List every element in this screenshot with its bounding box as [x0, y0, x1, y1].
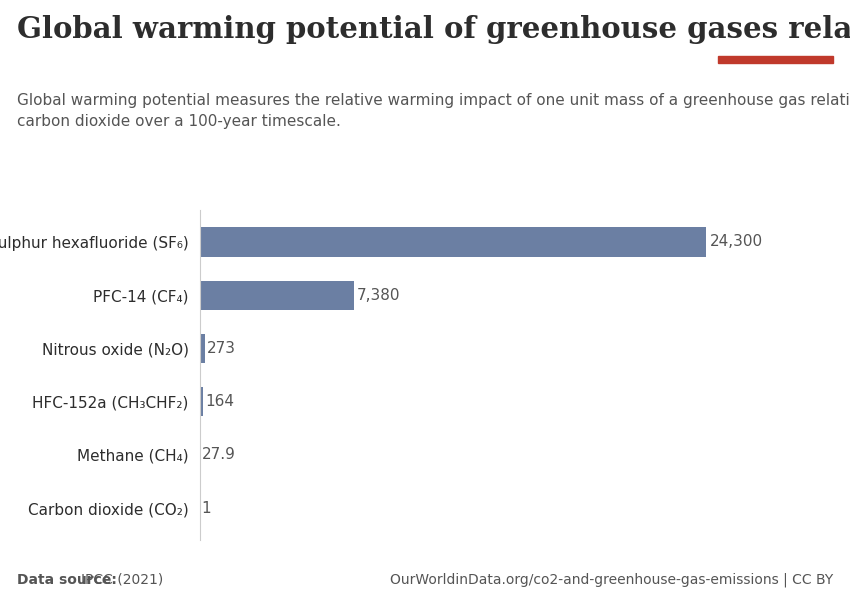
Text: OurWorldinData.org/co2-and-greenhouse-gas-emissions | CC BY: OurWorldinData.org/co2-and-greenhouse-ga…: [390, 572, 833, 587]
Text: 273: 273: [207, 341, 236, 356]
Text: 7,380: 7,380: [357, 287, 400, 302]
Text: Global warming potential of greenhouse gases relative to CO₂: Global warming potential of greenhouse g…: [17, 15, 850, 44]
Bar: [200, 227, 706, 257]
Text: Global warming potential measures the relative warming impact of one unit mass o: Global warming potential measures the re…: [17, 93, 850, 129]
Text: Our World
in Data: Our World in Data: [738, 16, 813, 46]
Text: 24,300: 24,300: [710, 235, 762, 250]
Text: 1: 1: [201, 500, 211, 515]
Text: Data source:: Data source:: [17, 573, 122, 587]
Bar: [718, 56, 833, 63]
Text: IPCC (2021): IPCC (2021): [81, 573, 163, 587]
Text: 27.9: 27.9: [202, 448, 235, 463]
Bar: [200, 281, 354, 310]
Text: 164: 164: [205, 394, 234, 409]
Bar: [200, 387, 203, 416]
Bar: [200, 334, 206, 363]
